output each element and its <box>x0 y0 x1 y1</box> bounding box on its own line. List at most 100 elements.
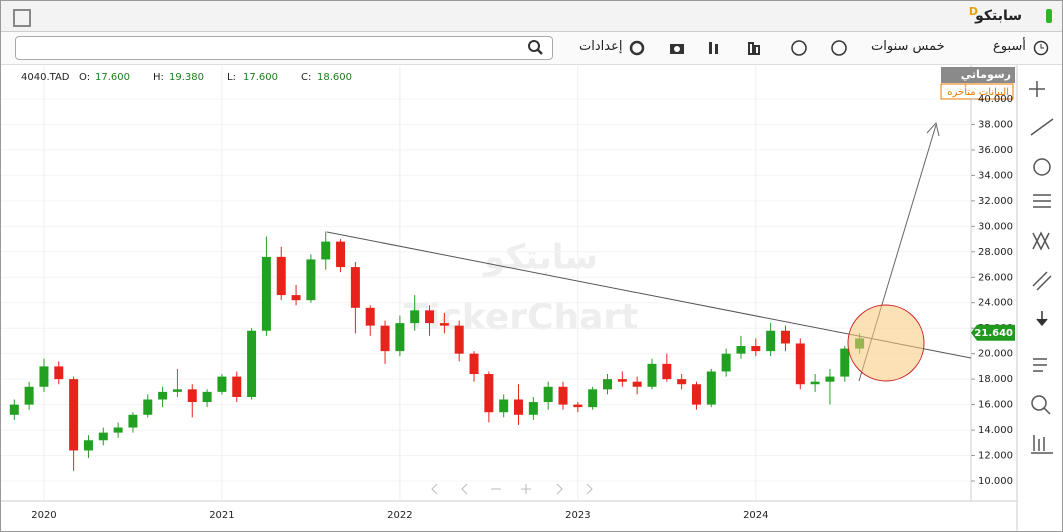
symbol: 4040.TAD <box>21 72 70 83</box>
candle-body <box>677 379 687 385</box>
candle-body <box>484 374 494 413</box>
restore-button[interactable] <box>13 9 31 27</box>
x-tick-label: 2021 <box>209 510 234 521</box>
candle-body <box>410 310 420 324</box>
last-price-tag <box>971 324 1015 341</box>
y-tick-label: 26.000 <box>978 272 1013 283</box>
status-icon <box>1046 9 1052 23</box>
candle-body <box>54 366 64 380</box>
candle-body <box>69 379 79 451</box>
candle-body <box>306 259 316 301</box>
candle-body <box>543 386 553 403</box>
candle-body <box>143 399 153 415</box>
candle-body <box>499 399 509 413</box>
y-tick-label: 12.000 <box>978 451 1013 462</box>
candle-body <box>795 343 805 385</box>
x-tick-label: 2022 <box>387 510 412 521</box>
y-tick-label: 20.000 <box>978 349 1013 360</box>
y-tick-label: 36.000 <box>978 145 1013 156</box>
candle-body <box>469 353 479 375</box>
candle-body <box>321 241 331 260</box>
candle-body <box>810 381 820 385</box>
candle-body <box>825 376 835 382</box>
arrow-head <box>926 121 940 137</box>
candle-body <box>691 384 701 405</box>
range-button[interactable]: خمس سنوات <box>871 39 945 54</box>
candle-body <box>425 310 435 324</box>
x-tick-label: 2020 <box>31 510 56 521</box>
candle-body <box>840 348 850 377</box>
candle-body <box>706 371 716 405</box>
indicator-icon[interactable] <box>831 40 847 56</box>
candle-body <box>780 330 790 344</box>
ohlc-value: 18.600 <box>317 72 352 83</box>
period-button[interactable]: أسبوع <box>993 39 1026 54</box>
candle-body <box>766 330 776 352</box>
search-box[interactable] <box>15 36 553 60</box>
y-tick-label: 24.000 <box>978 298 1013 309</box>
delay-tag <box>940 83 1014 100</box>
settings-button[interactable]: إعدادات <box>579 39 623 54</box>
clock-icon[interactable] <box>1033 40 1049 56</box>
x-tick-label: 2024 <box>743 510 768 521</box>
candle-body <box>202 391 212 403</box>
candle-body <box>172 389 182 392</box>
y-tick-label: 18.000 <box>978 374 1013 385</box>
ohlc-label: C: <box>301 72 311 83</box>
candle-body <box>291 295 301 301</box>
ohlc-value: 19.380 <box>169 72 204 83</box>
candle-body <box>632 381 642 387</box>
bottom-nav[interactable] <box>431 483 593 495</box>
candle-body <box>9 404 19 415</box>
drawings-label: رسوماتي <box>961 68 1011 81</box>
candle-body <box>603 379 612 390</box>
candle-body <box>617 379 627 382</box>
side-tools[interactable] <box>1029 81 1054 454</box>
badge: D <box>968 5 978 18</box>
ohlc-value: 17.600 <box>95 72 130 83</box>
watermark: سابتكو <box>482 238 598 278</box>
candle-body <box>454 325 464 354</box>
candle-body <box>187 389 197 403</box>
y-tick-label: 34.000 <box>978 170 1013 181</box>
y-tick-label: 32.000 <box>978 196 1013 207</box>
candle-body <box>83 440 93 451</box>
ohlc-value: 17.600 <box>243 72 278 83</box>
y-tick-label: 16.000 <box>978 400 1013 411</box>
candle-body <box>217 376 227 392</box>
candle-body <box>98 432 108 441</box>
ohlc-label: O: <box>79 72 90 83</box>
candle-body <box>24 386 34 405</box>
tool-icons[interactable] <box>669 40 819 56</box>
ohlc-label: H: <box>153 72 164 83</box>
y-tick-label: 28.000 <box>978 247 1013 258</box>
delay-note: البيانات متأخره <box>947 84 1009 98</box>
candle-body <box>158 391 168 400</box>
candle-body <box>113 427 123 433</box>
candle-body <box>647 363 657 387</box>
candle-body <box>39 366 49 387</box>
candle-body <box>395 323 405 352</box>
highlight-circle[interactable] <box>847 304 925 382</box>
candle-body <box>276 256 286 296</box>
candle-body <box>128 414 138 428</box>
drawings-tag[interactable] <box>941 67 1015 83</box>
toolbar: إعدادات خمس سنوات أسبوع <box>1 32 1062 65</box>
candle-body <box>247 330 257 397</box>
candle-body <box>261 256 271 331</box>
last-price-label: 21.640 <box>974 328 1013 339</box>
search-icon[interactable] <box>525 38 547 58</box>
y-tick-label: 38.000 <box>978 119 1013 130</box>
candle-body <box>588 389 598 408</box>
window-title: سابتكو <box>975 8 1022 24</box>
title-bar: سابتكو D <box>1 1 1062 32</box>
candle-body <box>736 346 746 354</box>
y-tick-label: 10.000 <box>978 476 1013 487</box>
settings-icon[interactable] <box>629 40 645 56</box>
candle-body <box>573 404 583 408</box>
y-tick-label: 40.000 <box>978 94 1013 105</box>
candle-body <box>336 241 346 268</box>
y-tick-label: 14.000 <box>978 425 1013 436</box>
candle-body <box>380 325 390 352</box>
